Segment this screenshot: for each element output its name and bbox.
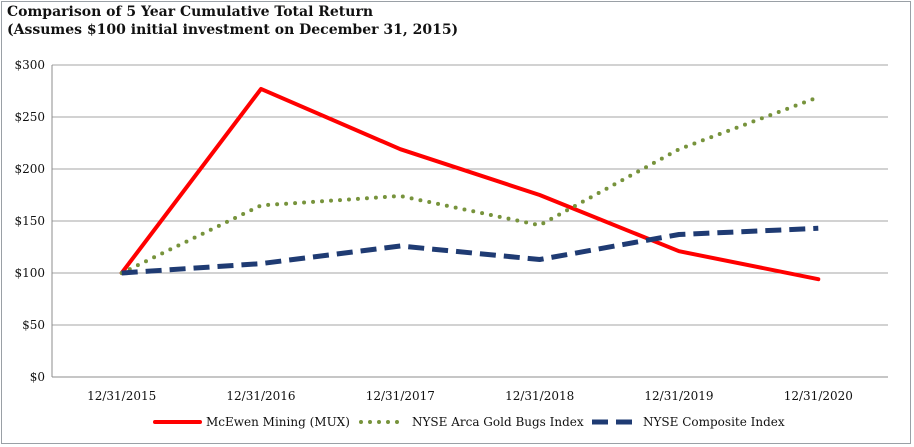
- series-line: [121, 225, 819, 276]
- y-tick-label: $0: [30, 370, 45, 384]
- x-axis-ticks: 12/31/2015 12/31/2016 12/31/2017 12/31/2018…: [87, 389, 853, 403]
- x-tick-label: 12/31/2017: [366, 389, 435, 403]
- y-axis-ticks: $0 $50 $100 $150 $200 $250 $300: [14, 58, 45, 384]
- legend: McEwen Mining (MUX) NYSE Arca Gold Bugs I…: [153, 415, 785, 429]
- legend-label: NYSE Arca Gold Bugs Index: [412, 415, 584, 429]
- x-tick-label: 12/31/2018: [505, 389, 574, 403]
- chart-subtitle: (Assumes $100 initial investment on Dece…: [7, 22, 459, 38]
- chart-title: Comparison of 5 Year Cumulative Total Re…: [7, 4, 374, 20]
- y-tick-label: $50: [22, 318, 45, 332]
- x-tick-label: 12/31/2019: [644, 389, 713, 403]
- series-line: [119, 95, 821, 275]
- series-lines: [119, 86, 821, 282]
- legend-label: McEwen Mining (MUX): [206, 415, 350, 429]
- y-tick-label: $100: [14, 266, 45, 280]
- y-tick-label: $250: [14, 110, 45, 124]
- legend-label: NYSE Composite Index: [643, 415, 785, 429]
- x-tick-label: 12/31/2020: [784, 389, 853, 403]
- y-tick-label: $150: [14, 214, 45, 228]
- y-tick-label: $200: [14, 162, 45, 176]
- y-tick-label: $300: [14, 58, 45, 72]
- x-tick-label: 12/31/2015: [87, 389, 156, 403]
- grid-lines: [51, 64, 888, 378]
- x-tick-label: 12/31/2016: [226, 389, 295, 403]
- series-line: [119, 86, 821, 282]
